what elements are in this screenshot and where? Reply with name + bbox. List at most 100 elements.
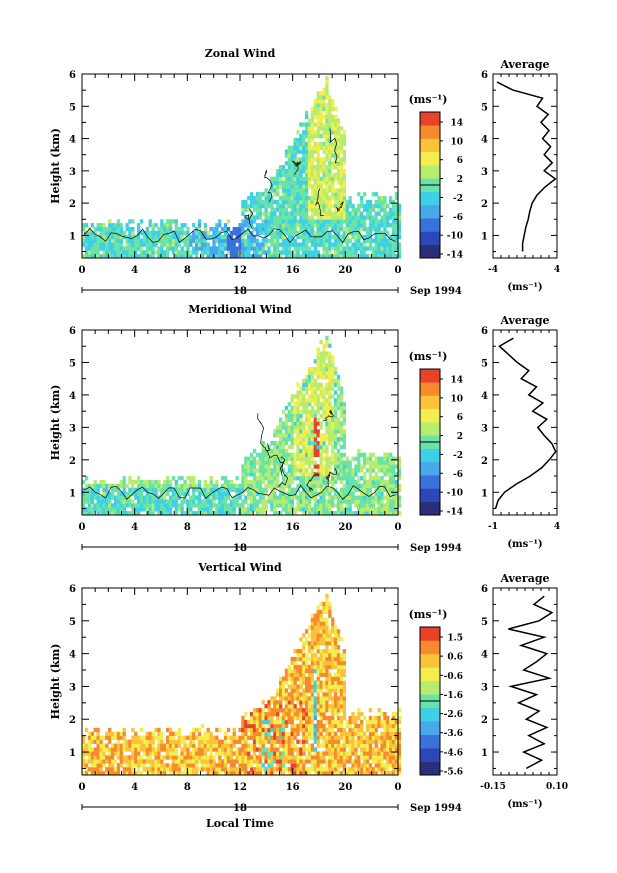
heatmap-cell: [319, 767, 323, 772]
heatmap-cell: [293, 429, 297, 434]
heatmap-cell: [316, 153, 320, 158]
heatmap-cell: [331, 246, 335, 251]
heatmap-cell: [270, 468, 274, 473]
heatmap-cell: [258, 230, 262, 236]
heatmap-cell: [299, 168, 303, 174]
heatmap-cell: [209, 771, 213, 776]
heatmap-cell: [354, 223, 358, 228]
heatmap-cell: [345, 254, 349, 259]
heatmap-cell: [82, 763, 86, 768]
heatmap-cell: [189, 234, 193, 240]
heatmap-cell: [310, 409, 315, 415]
heatmap-cell: [331, 122, 335, 127]
heatmap-cell: [111, 759, 115, 764]
heatmap-cell: [313, 629, 317, 634]
heatmap-cell: [250, 743, 254, 748]
heatmap-cell: [339, 660, 344, 666]
heatmap-cell: [148, 479, 152, 485]
heatmap-cell: [336, 645, 341, 650]
profile-y-tick-label: 4: [481, 135, 488, 146]
heatmap-cell: [334, 230, 338, 236]
heatmap-cell: [197, 227, 202, 232]
heatmap-cell: [226, 747, 231, 752]
heatmap-cell: [328, 676, 332, 681]
heatmap-cell: [339, 246, 344, 251]
heatmap-cell: [336, 743, 341, 748]
heatmap-cell: [255, 755, 260, 760]
heatmap-cell: [96, 503, 100, 508]
heatmap-cell: [258, 452, 262, 457]
heatmap-cell: [339, 444, 344, 450]
heatmap-cell: [270, 499, 274, 504]
heatmap-cell: [310, 199, 315, 205]
heatmap-cell: [331, 196, 335, 201]
heatmap-cell: [397, 254, 401, 259]
heatmap-cell: [290, 417, 294, 422]
heatmap-cell: [287, 456, 291, 461]
heatmap-cell: [328, 176, 332, 181]
heatmap-cell: [270, 223, 274, 228]
heatmap-cell: [334, 122, 338, 127]
heatmap-cell: [151, 487, 155, 492]
heatmap-cell: [229, 755, 233, 760]
heatmap-cell: [313, 402, 317, 407]
heatmap-cell: [328, 704, 332, 709]
heatmap-cell: [119, 238, 123, 243]
heatmap-cell: [360, 503, 364, 508]
heatmap-cell: [200, 234, 205, 240]
heatmap-cell: [334, 196, 338, 201]
heatmap-cell: [273, 712, 277, 717]
heatmap-cell: [307, 153, 312, 158]
heatmap-cell: [363, 483, 367, 489]
heatmap-cell: [316, 351, 320, 356]
heatmap-cell: [171, 219, 176, 224]
heatmap-cell: [302, 196, 306, 201]
heatmap-cell: [310, 727, 315, 733]
heatmap-cell: [391, 468, 396, 473]
heatmap-cell: [244, 246, 248, 251]
heatmap-cell: [325, 110, 329, 116]
heatmap-cell: [325, 637, 329, 642]
heatmap-cell: [267, 199, 271, 205]
heatmap-cell: [331, 161, 335, 166]
heatmap-cell: [319, 176, 323, 181]
heatmap-cell: [357, 456, 361, 461]
heatmap-cell: [322, 196, 326, 201]
heatmap-cell: [328, 735, 332, 740]
heatmap-cell: [322, 374, 326, 380]
heatmap-cell: [302, 203, 306, 209]
heatmap-cell: [348, 460, 352, 465]
heatmap-cell: [322, 625, 326, 630]
heatmap-cell: [365, 487, 370, 492]
heatmap-cell: [299, 472, 303, 477]
heatmap-cell: [310, 211, 315, 216]
heatmap-cell: [325, 731, 329, 736]
heatmap-cell: [174, 246, 178, 251]
heatmap-cell: [299, 672, 303, 677]
heatmap-cell: [328, 429, 332, 434]
heatmap-cell: [331, 483, 335, 489]
heatmap-cell: [334, 696, 338, 701]
heatmap-cell: [293, 409, 297, 415]
heatmap-cell: [116, 254, 121, 259]
heatmap-cell: [313, 223, 317, 228]
heatmap-cell: [342, 130, 346, 135]
heatmap-cell: [310, 161, 315, 166]
heatmap-cell: [363, 452, 367, 457]
heatmap-cell: [102, 495, 106, 500]
heatmap-cell: [290, 219, 294, 224]
heatmap-cell: [157, 767, 161, 772]
heatmap-cell: [313, 444, 317, 450]
heatmap-cell: [122, 230, 126, 236]
heatmap-cell: [232, 483, 236, 489]
heatmap-cell: [342, 192, 346, 197]
heatmap-cell: [319, 771, 323, 776]
heatmap-cell: [316, 382, 320, 387]
heatmap-cell: [322, 254, 326, 259]
heatmap-cell: [322, 180, 326, 185]
heatmap-cell: [284, 460, 289, 465]
heatmap-cell: [339, 134, 344, 139]
heatmap-cell: [296, 203, 300, 209]
y-tick-label: 6: [69, 326, 76, 337]
heatmap-cell: [310, 472, 315, 477]
